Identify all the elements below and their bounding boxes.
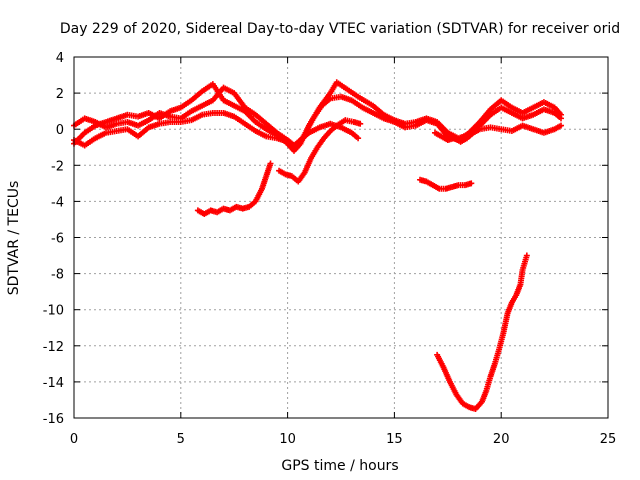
y-tick-label: -10: [43, 304, 64, 319]
x-tick-label: 20: [493, 432, 510, 447]
data-point: [267, 160, 274, 167]
y-tick-label: -8: [51, 268, 64, 283]
chart-title: Day 229 of 2020, Sidereal Day-to-day VTE…: [60, 21, 620, 37]
data-point: [355, 135, 362, 142]
series-2: [71, 109, 362, 149]
plot-frame: [73, 56, 609, 419]
y-tick-label: -4: [51, 195, 64, 210]
data-point: [558, 122, 565, 129]
data-layer: [71, 79, 565, 412]
data-point: [357, 120, 364, 127]
x-tick-label: 10: [279, 432, 296, 447]
series-0: [71, 79, 565, 154]
data-point: [523, 252, 530, 259]
series-4: [194, 160, 274, 218]
series-5: [276, 117, 364, 185]
y-tick-label: -12: [43, 340, 64, 355]
x-tick-label: 0: [70, 432, 78, 447]
x-tick-label: 5: [177, 432, 185, 447]
data-point: [558, 111, 565, 118]
y-tick-label: -16: [43, 412, 64, 427]
y-axis-label: SDTVAR / TECUs: [6, 181, 22, 296]
series-3: [431, 122, 565, 145]
x-tick-label: 25: [600, 432, 617, 447]
x-tick-label: 15: [386, 432, 403, 447]
y-tick-label: 0: [56, 123, 64, 138]
y-tick-label: -6: [51, 232, 64, 247]
y-tick-label: 2: [56, 87, 64, 102]
y-tick-label: -14: [43, 376, 64, 391]
series-7: [434, 252, 530, 412]
series-6: [417, 176, 475, 192]
x-axis-label: GPS time / hours: [281, 458, 398, 474]
data-point: [468, 180, 475, 187]
y-tick-label: 4: [56, 51, 64, 66]
y-tick-label: -2: [51, 159, 64, 174]
